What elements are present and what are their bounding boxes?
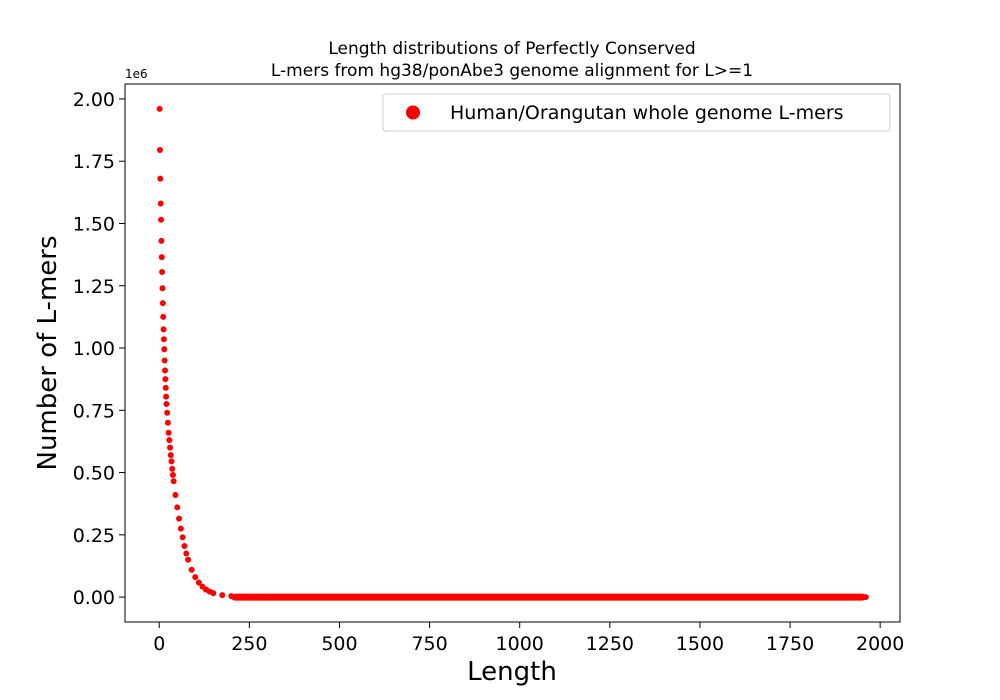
data-point bbox=[160, 313, 167, 320]
y-tick-label: 0.75 bbox=[73, 400, 115, 422]
data-point bbox=[372, 593, 379, 600]
data-point bbox=[195, 579, 202, 586]
data-point bbox=[177, 525, 184, 532]
data-point bbox=[170, 478, 177, 485]
data-point bbox=[480, 594, 487, 601]
data-point bbox=[165, 429, 172, 436]
data-point bbox=[183, 550, 190, 557]
data-point bbox=[188, 566, 195, 573]
data-point bbox=[164, 409, 171, 416]
data-point bbox=[162, 376, 169, 383]
y-axis-offset-label: 1e6 bbox=[125, 67, 148, 81]
data-point bbox=[158, 254, 165, 261]
y-axis-ticks: 0.00 0.25 0.50 0.75 1.00 1.25 1.50 1.75 2.00 bbox=[73, 89, 125, 609]
y-axis-label: Number of L-mers bbox=[33, 235, 63, 470]
data-point bbox=[168, 458, 175, 465]
series-tail-band bbox=[231, 593, 866, 601]
data-point bbox=[159, 285, 166, 292]
y-tick-label: 1.75 bbox=[73, 151, 115, 173]
data-point bbox=[732, 594, 739, 601]
y-tick-label: 1.00 bbox=[73, 338, 115, 360]
data-point bbox=[181, 543, 188, 550]
data-point bbox=[169, 465, 176, 472]
data-point bbox=[159, 269, 166, 276]
data-point bbox=[160, 326, 167, 333]
data-point bbox=[660, 594, 667, 601]
data-point bbox=[552, 594, 559, 601]
data-point bbox=[624, 594, 631, 601]
x-tick-label: 1250 bbox=[586, 633, 634, 655]
data-point bbox=[300, 593, 307, 600]
x-tick-label: 250 bbox=[231, 633, 267, 655]
x-tick-label: 1750 bbox=[766, 633, 814, 655]
data-point bbox=[588, 594, 595, 601]
chart-title: Length distributions of Perfectly Conser… bbox=[271, 39, 753, 81]
x-axis-ticks: 0 250 500 750 1000 1250 1500 1750 2000 bbox=[153, 622, 904, 655]
data-point bbox=[156, 105, 163, 112]
x-tick-label: 750 bbox=[411, 633, 447, 655]
data-point bbox=[169, 472, 176, 479]
data-point bbox=[246, 593, 253, 600]
plot-area bbox=[124, 83, 901, 623]
data-point bbox=[160, 336, 167, 343]
y-tick-label: 0.00 bbox=[73, 587, 115, 609]
x-tick-label: 0 bbox=[153, 633, 165, 655]
data-point bbox=[228, 593, 235, 600]
x-tick-label: 500 bbox=[321, 633, 357, 655]
y-tick-label: 0.25 bbox=[73, 525, 115, 547]
data-point bbox=[156, 147, 163, 154]
data-point bbox=[862, 594, 869, 601]
data-point bbox=[219, 592, 226, 599]
legend-marker bbox=[406, 105, 420, 120]
data-point bbox=[158, 216, 165, 223]
data-point bbox=[176, 515, 183, 522]
x-tick-label: 1000 bbox=[496, 633, 544, 655]
data-point bbox=[162, 367, 169, 374]
data-point bbox=[179, 534, 186, 541]
y-tick-label: 0.50 bbox=[73, 463, 115, 485]
data-point bbox=[192, 574, 199, 581]
data-point bbox=[516, 594, 523, 601]
data-point bbox=[210, 590, 217, 597]
data-point bbox=[408, 593, 415, 600]
legend: Human/Orangutan whole genome L-mers bbox=[382, 93, 891, 132]
data-point bbox=[185, 556, 192, 563]
data-point bbox=[336, 593, 343, 600]
chart-title-line-2: L-mers from hg38/ponAbe3 genome alignmen… bbox=[271, 61, 753, 81]
data-point bbox=[166, 437, 173, 444]
data-point bbox=[163, 393, 170, 400]
data-point bbox=[162, 384, 169, 391]
data-point bbox=[158, 237, 165, 244]
data-point bbox=[805, 594, 812, 601]
data-point bbox=[159, 300, 166, 307]
y-tick-label: 2.00 bbox=[73, 89, 115, 111]
data-point bbox=[172, 491, 179, 498]
legend-label: Human/Orangutan whole genome L-mers bbox=[450, 102, 844, 124]
data-point bbox=[841, 594, 848, 601]
data-point bbox=[769, 594, 776, 601]
data-points bbox=[156, 105, 869, 601]
data-point bbox=[161, 357, 168, 364]
y-tick-label: 1.25 bbox=[73, 276, 115, 298]
x-tick-label: 2000 bbox=[856, 633, 904, 655]
x-tick-label: 1500 bbox=[676, 633, 724, 655]
data-point bbox=[164, 419, 171, 426]
x-axis-label: Length bbox=[467, 657, 557, 687]
data-point bbox=[167, 444, 174, 451]
data-point bbox=[157, 175, 164, 182]
data-point bbox=[174, 504, 181, 511]
legend-box bbox=[382, 93, 891, 132]
data-point bbox=[161, 346, 168, 353]
data-point bbox=[444, 593, 451, 600]
data-point bbox=[167, 452, 174, 459]
data-point bbox=[157, 200, 164, 207]
chart-title-line-1: Length distributions of Perfectly Conser… bbox=[328, 39, 695, 59]
data-point bbox=[264, 593, 271, 600]
data-point bbox=[696, 594, 703, 601]
y-tick-label: 1.50 bbox=[73, 213, 115, 235]
data-point bbox=[163, 401, 170, 408]
